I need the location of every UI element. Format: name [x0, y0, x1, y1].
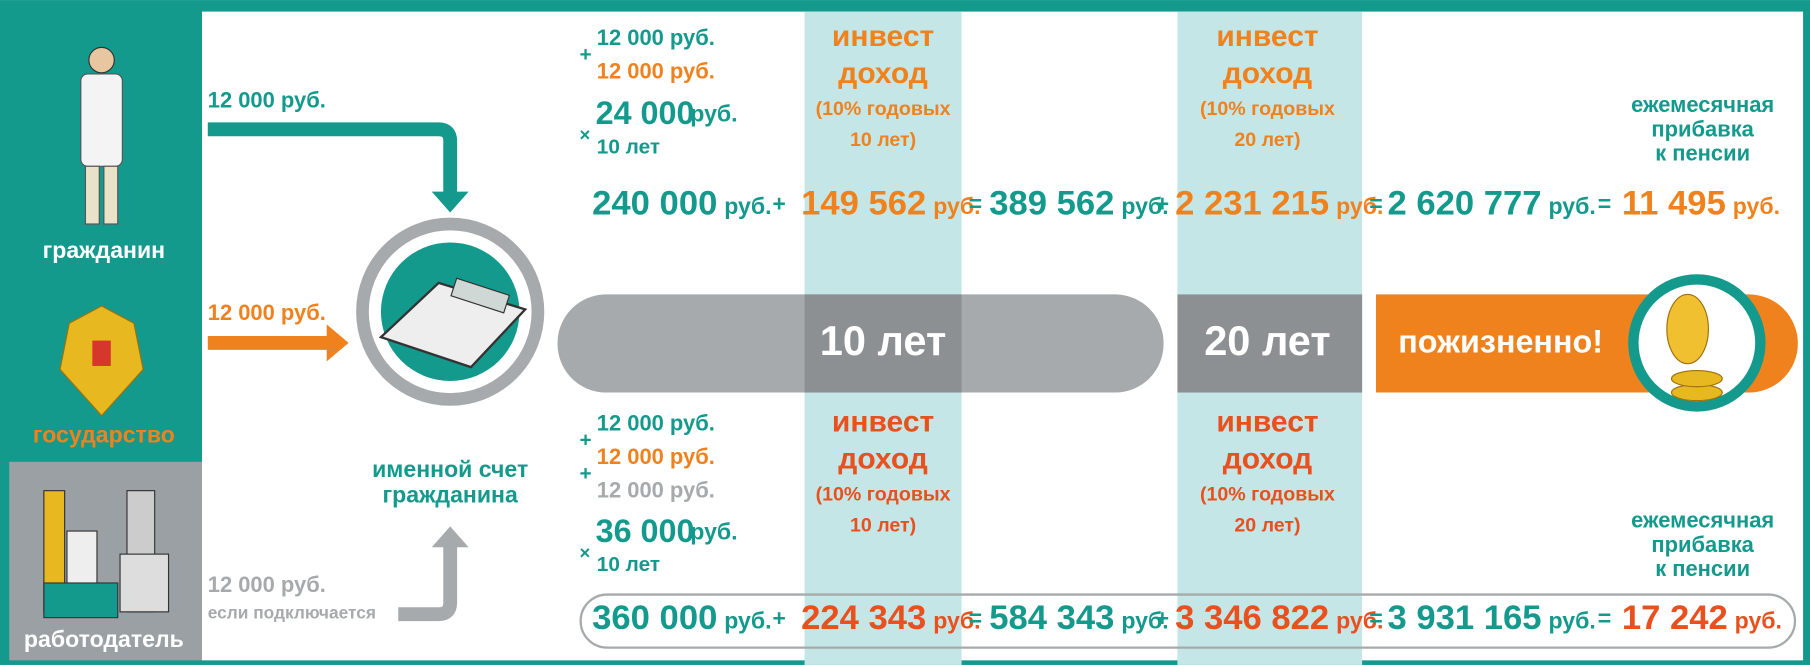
invest-term: 10 лет)	[850, 515, 916, 537]
invest-term: 20 лет)	[1234, 129, 1300, 151]
invest-label: инвест	[1216, 406, 1318, 439]
years: 10 лет	[597, 135, 660, 158]
invest-label: доход	[1223, 443, 1313, 476]
equation-term: 11 495	[1622, 185, 1726, 223]
unit: руб.	[690, 518, 737, 544]
monthly-label: прибавка	[1651, 116, 1754, 141]
monthly-label: ежемесячная	[1631, 508, 1774, 533]
unit: руб.	[724, 607, 771, 633]
timeline-label: 10 лет	[820, 317, 947, 364]
invest-rate: (10% годовых	[1200, 98, 1335, 120]
times-sign: ×	[579, 542, 590, 563]
contribution: 12 000 руб.	[208, 87, 326, 112]
operator: =	[1598, 191, 1611, 217]
monthly-label: прибавка	[1651, 532, 1754, 557]
equation-term: 584 343	[989, 599, 1114, 637]
invest-term: 10 лет)	[850, 129, 916, 151]
operator: +	[772, 605, 785, 631]
timeline-label: 20 лет	[1204, 317, 1331, 364]
unit: руб.	[690, 101, 737, 127]
actor-label: работодатель	[24, 626, 184, 652]
plus-sign: +	[579, 43, 591, 66]
invest-rate: (10% годовых	[816, 483, 951, 505]
invest-label: инвест	[832, 406, 934, 439]
invest-term: 20 лет)	[1234, 515, 1300, 537]
unit: руб.	[1548, 193, 1595, 219]
equation-term: 360 000	[592, 599, 717, 637]
operator: +	[1156, 191, 1169, 217]
invest-label: доход	[838, 57, 928, 90]
operator: =	[1369, 605, 1382, 631]
actor-label: гражданин	[43, 237, 165, 263]
unit: руб.	[724, 193, 771, 219]
unit: руб.	[1548, 607, 1595, 633]
invest-label: доход	[1223, 57, 1313, 90]
equation-term: 240 000	[592, 185, 717, 223]
operator: =	[1598, 605, 1611, 631]
plus-sign: +	[579, 462, 591, 485]
total: 36 000	[596, 513, 695, 549]
times-sign: ×	[579, 124, 590, 145]
operator: =	[1369, 191, 1382, 217]
contribution: 12 000 руб.	[208, 300, 326, 325]
equation-term: 2 231 215	[1175, 185, 1329, 223]
contribution-note: если подключается	[208, 603, 376, 623]
years: 10 лет	[597, 553, 660, 576]
monthly-label: к пенсии	[1655, 141, 1750, 166]
invest-rate: (10% годовых	[816, 98, 951, 120]
infographic: гражданин государство работодатель 12 000 р…	[0, 0, 1810, 665]
operator: =	[969, 191, 982, 217]
invest-label: инвест	[832, 20, 934, 53]
addend: 12 000 руб.	[597, 444, 715, 469]
equation-term: 149 562	[801, 185, 926, 223]
invest-label: доход	[838, 443, 928, 476]
contribution: 12 000 руб.	[208, 572, 326, 597]
total: 24 000	[596, 95, 695, 131]
operator: +	[772, 191, 785, 217]
operator: =	[969, 605, 982, 631]
account-label: именной счет	[372, 456, 528, 482]
addend: 12 000 руб.	[597, 411, 715, 436]
addend: 12 000 руб.	[597, 59, 715, 84]
invest-rate: (10% годовых	[1200, 483, 1335, 505]
operator: +	[1156, 605, 1169, 631]
unit: руб.	[1735, 607, 1782, 633]
plus-sign: +	[579, 428, 591, 451]
equation-term: 3 931 165	[1388, 599, 1542, 637]
timeline-label: пожизненно!	[1398, 324, 1603, 360]
invest-label: инвест	[1216, 20, 1318, 53]
monthly-label: ежемесячная	[1631, 92, 1774, 117]
addend: 12 000 руб.	[597, 25, 715, 50]
equation-term: 224 343	[801, 599, 926, 637]
equation-term: 389 562	[989, 185, 1114, 223]
equation-term: 2 620 777	[1388, 185, 1542, 223]
equation-term: 3 346 822	[1175, 599, 1329, 637]
unit: руб.	[1733, 193, 1780, 219]
account-label: гражданина	[383, 482, 518, 508]
actor-label: государство	[33, 421, 175, 447]
monthly-label: к пенсии	[1655, 556, 1750, 581]
addend: 12 000 руб.	[597, 478, 715, 503]
equation-term: 17 242	[1622, 599, 1728, 637]
